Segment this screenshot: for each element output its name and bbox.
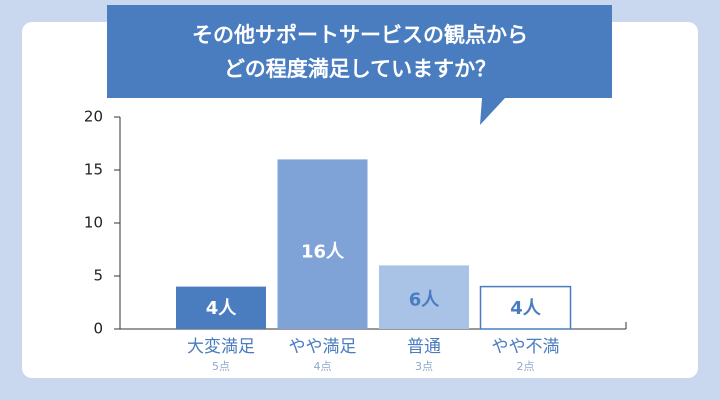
chart-title: どの程度満足していますか？ (224, 57, 496, 81)
chart-title: その他サポートサービスの観点から (192, 23, 528, 47)
value-label: 4人 (510, 298, 542, 319)
y-tick-label: 5 (93, 267, 103, 285)
x-tick-label: やや不満 (492, 337, 560, 357)
y-tick-label: 15 (84, 161, 103, 179)
value-label: 4人 (206, 298, 238, 319)
value-label: 6人 (409, 289, 441, 310)
x-tick-sublabel: 3点 (415, 360, 433, 373)
x-tick-label: 大変満足 (187, 337, 255, 357)
y-tick-label: 0 (93, 320, 103, 338)
x-tick-sublabel: 2点 (517, 360, 535, 373)
x-tick-label: やや満足 (289, 337, 357, 357)
y-tick-label: 20 (84, 108, 103, 126)
bar (479, 285, 572, 330)
x-tick-sublabel: 5点 (212, 360, 230, 373)
value-label: 16人 (301, 242, 345, 263)
x-tick-label: 普通 (407, 337, 441, 357)
bar (277, 159, 368, 329)
bar (379, 265, 469, 329)
x-tick-sublabel: 4点 (314, 360, 332, 373)
y-tick-label: 10 (84, 214, 103, 232)
bar (176, 286, 266, 329)
title-bubble (107, 5, 612, 125)
